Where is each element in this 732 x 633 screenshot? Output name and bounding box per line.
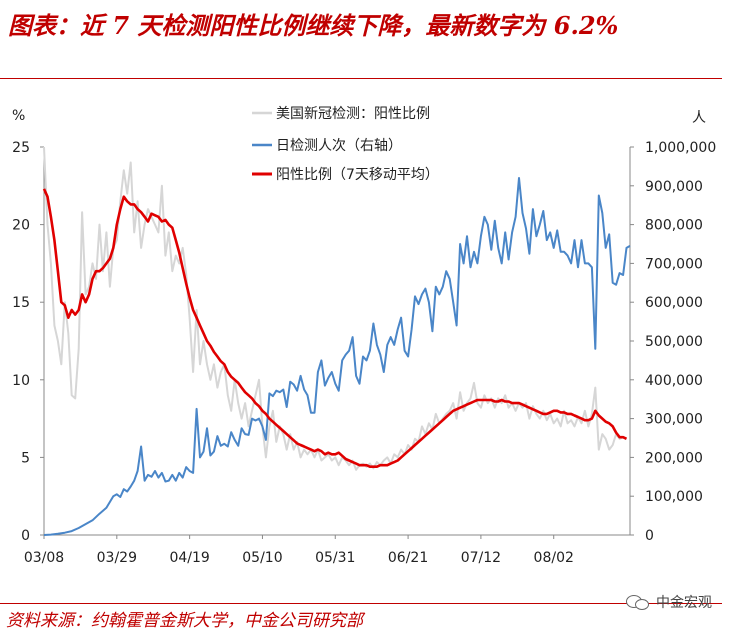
left-tick-label: 5 [21, 450, 30, 466]
right-tick-label: 1,000,000 [645, 140, 716, 156]
right-axis-unit: 人 [692, 110, 706, 126]
series-line-3 [42, 188, 628, 469]
watermark-label: 中金宏观 [656, 595, 712, 611]
right-tick-label: 200,000 [645, 450, 703, 466]
right-tick-label: 500,000 [645, 334, 703, 350]
right-tick-label: 600,000 [645, 295, 703, 311]
chart-title: 图表：近 7 天检测阳性比例继续下降，最新数字为 6.2% [8, 11, 619, 40]
legend-label-3: 阳性比例（7天移动平均） [276, 167, 439, 183]
wechat-icon [626, 593, 650, 611]
x-tick-label: 05/31 [315, 550, 355, 566]
left-tick-label: 0 [21, 528, 30, 544]
title-rule [0, 78, 722, 79]
x-tick-label: 06/21 [388, 550, 428, 566]
series-line-2 [43, 177, 631, 536]
right-tick-label: 400,000 [645, 373, 703, 389]
watermark: 中金宏观 [626, 592, 712, 612]
right-tick-label: 800,000 [645, 218, 703, 234]
x-tick-label: 08/02 [534, 550, 574, 566]
right-tick-label: 300,000 [645, 412, 703, 428]
left-tick-label: 20 [12, 218, 30, 234]
x-tick-label: 03/29 [97, 550, 137, 566]
right-tick-label: 0 [645, 528, 654, 544]
x-tick-label: 04/19 [169, 550, 209, 566]
legend-label-1: 美国新冠检测：阳性比例 [276, 106, 430, 122]
left-tick-label: 15 [12, 295, 30, 311]
right-tick-label: 900,000 [645, 179, 703, 195]
source-rule [0, 603, 722, 604]
left-axis-unit: % [12, 108, 25, 124]
series-line-1 [43, 146, 627, 471]
x-tick-label: 03/08 [24, 550, 64, 566]
left-tick-label: 25 [12, 140, 30, 156]
legend-label-2: 日检测人次（右轴） [276, 138, 402, 154]
x-tick-label: 07/12 [461, 550, 501, 566]
left-tick-label: 10 [12, 373, 30, 389]
x-tick-label: 05/10 [242, 550, 282, 566]
source-note: 资料来源：约翰霍普金斯大学，中金公司研究部 [6, 611, 363, 631]
right-tick-label: 100,000 [645, 489, 703, 505]
right-tick-label: 700,000 [645, 256, 703, 272]
